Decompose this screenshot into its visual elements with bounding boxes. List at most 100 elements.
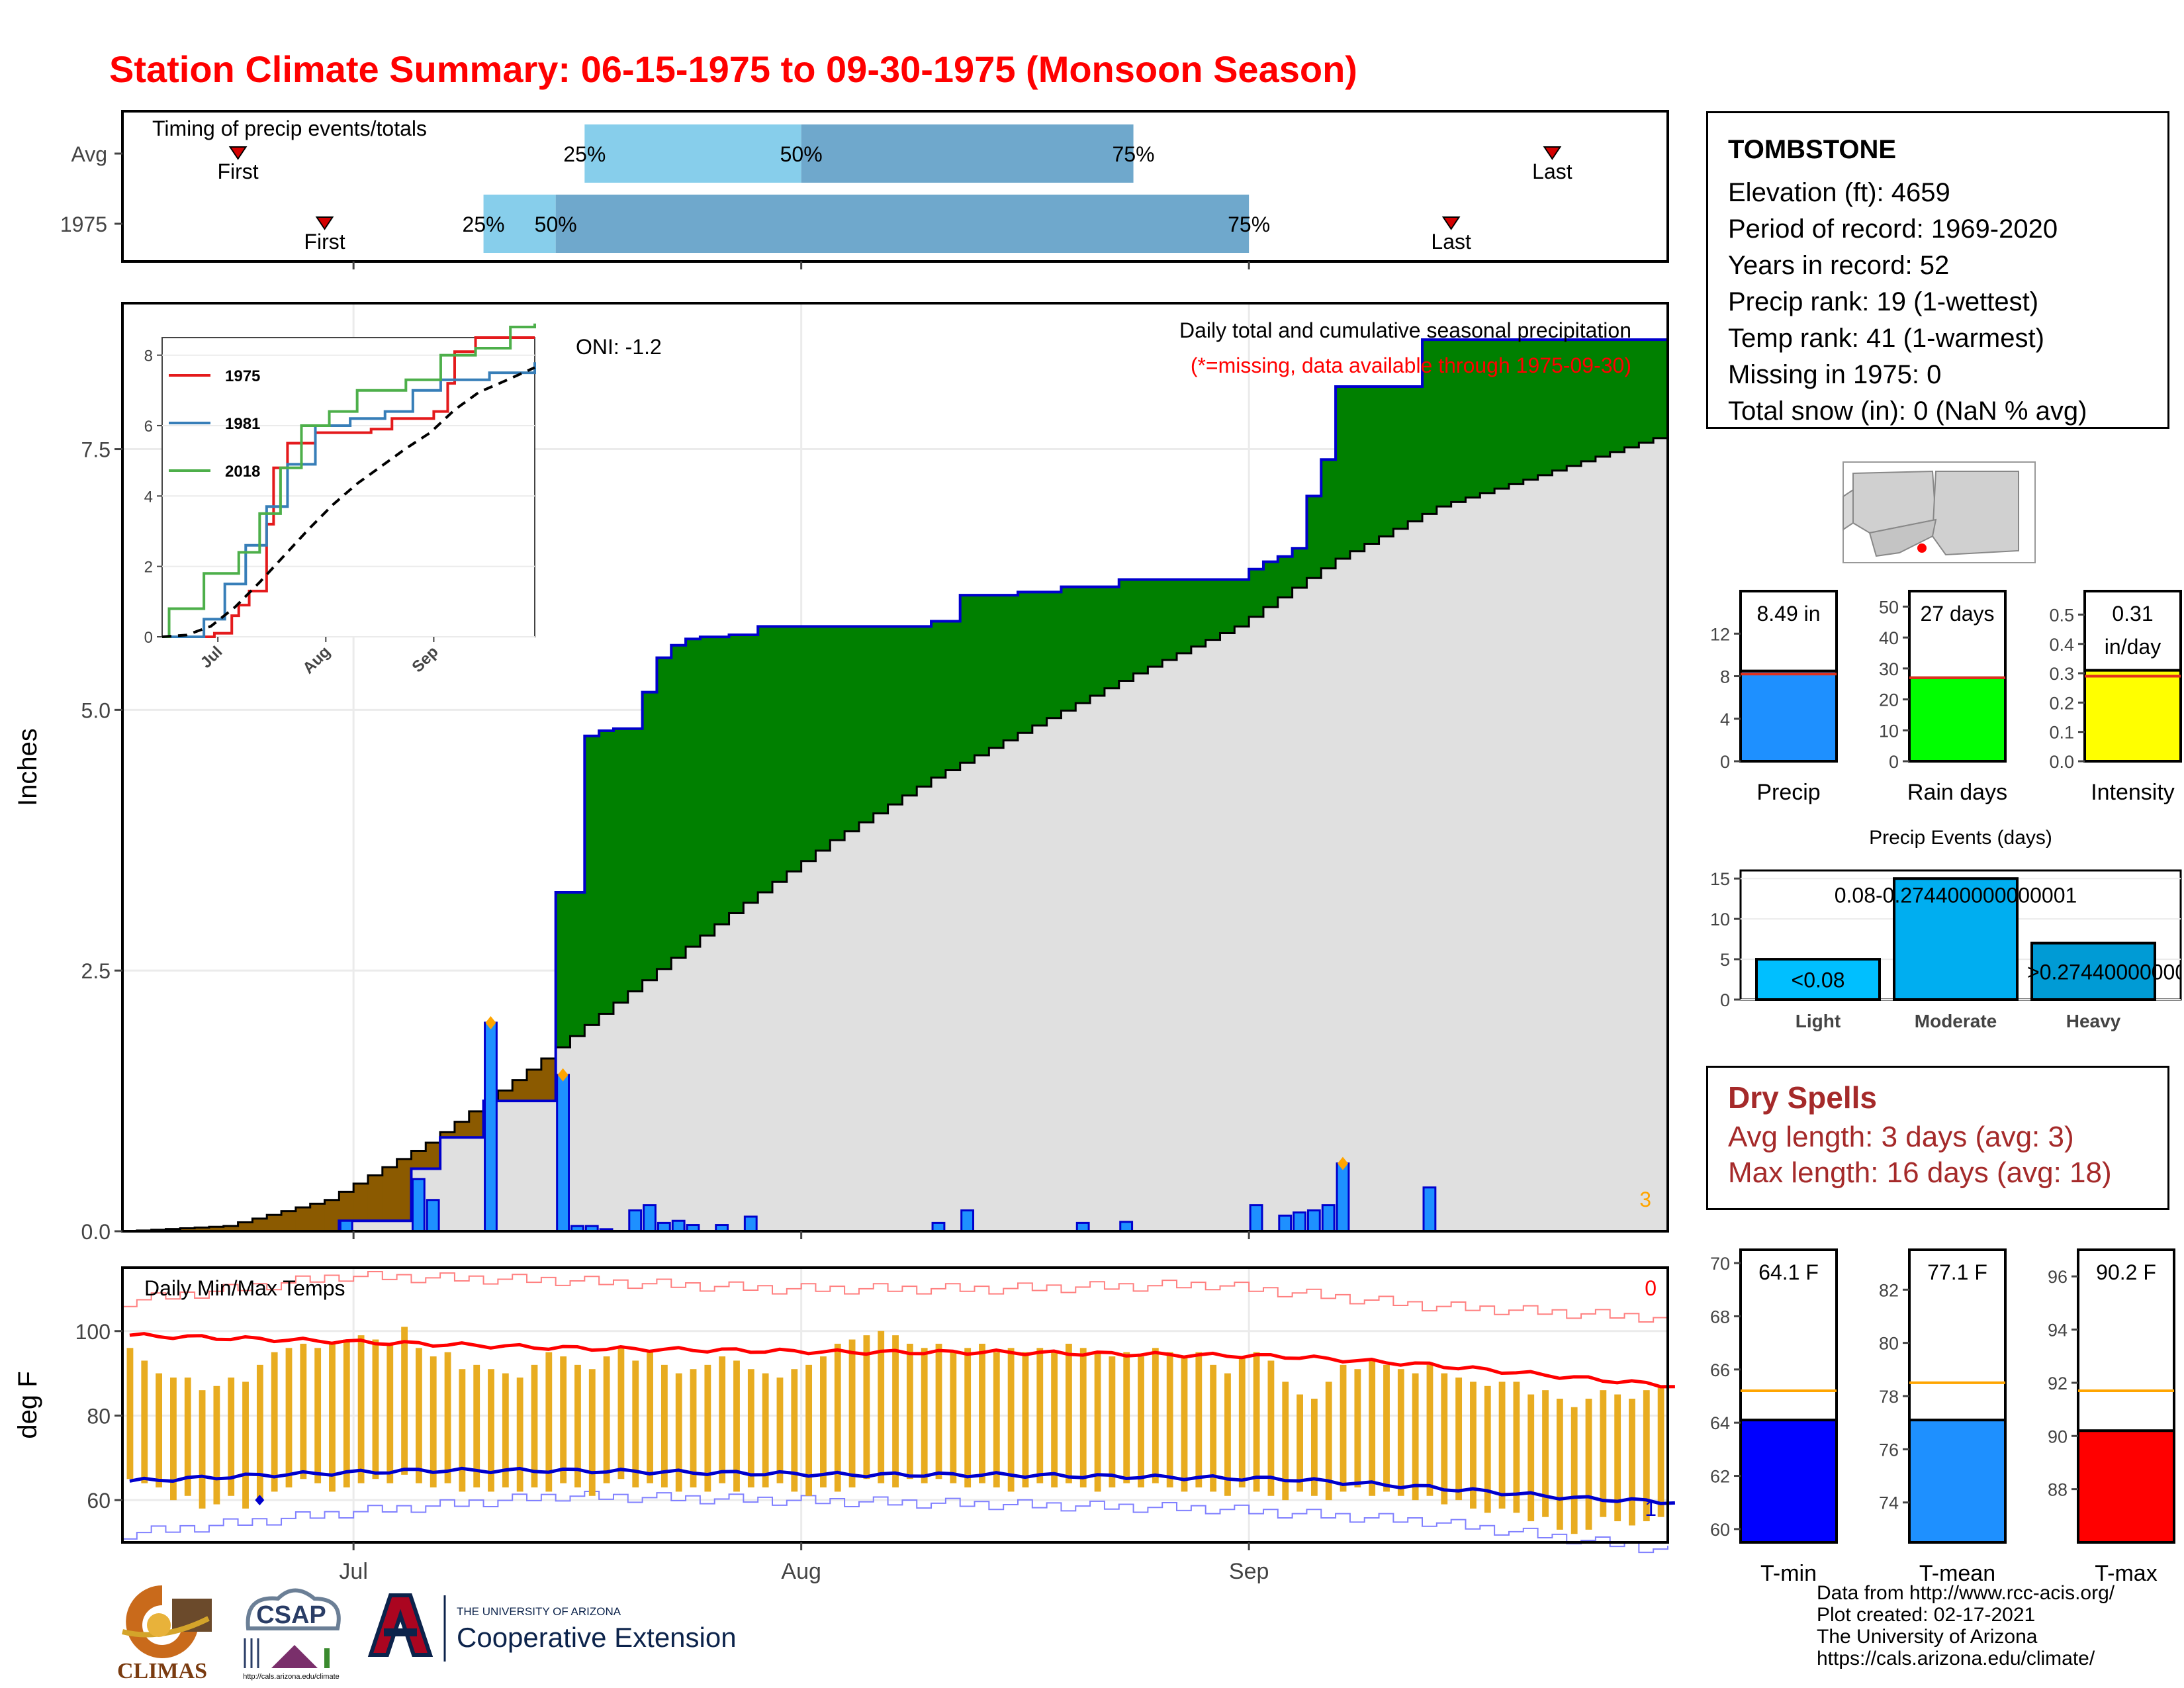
- above-normal-area: [1032, 592, 1048, 726]
- above-normal-area: [801, 626, 816, 861]
- summary-y-tick-label: 0.4: [2049, 635, 2074, 655]
- daily-temp-bar: [950, 1352, 957, 1483]
- summary-y-tick-label: 76: [1879, 1440, 1899, 1460]
- daily-temp-bar: [906, 1343, 913, 1479]
- daily-temp-bar: [848, 1339, 856, 1487]
- precip-totals-panel: 8.49 in 0 4 8 12 Precip 27 days 0 10 20 30 40 50 Rain…: [1710, 590, 2182, 805]
- daily-temp-bar: [892, 1335, 899, 1487]
- timing-first-label: First: [304, 230, 345, 254]
- above-normal-area: [743, 634, 758, 903]
- summary-y-tick-label: 0.3: [2049, 664, 2074, 684]
- precip-title: Daily total and cumulative seasonal prec…: [1179, 318, 1631, 342]
- oni-annotation: ONI: -1.2: [576, 335, 662, 359]
- below-normal-area: [396, 1158, 412, 1221]
- daily-temp-bar: [1397, 1369, 1404, 1496]
- summary-category-label: T-mean: [1919, 1561, 1995, 1586]
- daily-temp-bar: [372, 1339, 379, 1479]
- timing-q25-q50-bar: [584, 124, 801, 183]
- above-normal-area: [1653, 340, 1668, 438]
- daily-temp-bar: [343, 1339, 350, 1487]
- events-category-label: Heavy: [2066, 1011, 2121, 1031]
- above-normal-area: [1104, 586, 1120, 688]
- timing-q50-q75-bar: [555, 195, 1250, 253]
- summary-value-label: 64.1 F: [1758, 1260, 1819, 1284]
- above-normal-area: [700, 637, 715, 936]
- summary-y-tick-label: 4: [1720, 710, 1730, 729]
- precip-y-axis-label: Inches: [13, 728, 42, 806]
- events-bar: [2030, 941, 2156, 1001]
- temps-y-tick-label: 100: [75, 1320, 111, 1344]
- temps-y-tick-label: 80: [87, 1404, 111, 1428]
- above-normal-area: [584, 735, 600, 1025]
- timing-q25-label: 25%: [563, 142, 606, 166]
- summary-value-bar: [1908, 1419, 2007, 1544]
- summary-value-bar: [2083, 669, 2182, 763]
- above-normal-area: [1624, 340, 1639, 447]
- above-normal-area: [1480, 340, 1495, 493]
- below-normal-area: [382, 1167, 398, 1221]
- daily-temp-bar: [314, 1348, 322, 1483]
- daily-temp-bar: [1629, 1398, 1635, 1526]
- above-normal-area: [1336, 387, 1351, 559]
- below-normal-area: [252, 1218, 267, 1231]
- daily-temp-bar: [459, 1369, 466, 1492]
- credit-created: Plot created: 02-17-2021: [1817, 1604, 2036, 1626]
- above-normal-area: [1364, 387, 1380, 544]
- timing-last-marker: [1441, 216, 1461, 230]
- daily-temp-bar: [488, 1369, 494, 1492]
- above-normal-area: [671, 645, 686, 959]
- dry-spells-box: Dry Spells Avg length: 3 days (avg: 3) M…: [1706, 1066, 2169, 1210]
- above-normal-area: [1639, 340, 1654, 443]
- above-normal-area: [1349, 387, 1365, 551]
- daily-temp-bar: [1022, 1352, 1029, 1487]
- daily-temp-bar: [228, 1378, 235, 1496]
- below-normal-area: [281, 1211, 296, 1231]
- daily-temp-bar: [1210, 1364, 1217, 1492]
- events-bar-label: 0.08-0.274400000000001: [1835, 884, 2077, 908]
- daily-temp-bar: [1325, 1382, 1332, 1501]
- daily-temp-bar: [184, 1378, 191, 1496]
- below-normal-area: [310, 1203, 326, 1231]
- summary-y-tick-label: 0.5: [2049, 605, 2074, 625]
- above-normal-area: [1436, 340, 1452, 507]
- summary-y-tick-label: 80: [1879, 1334, 1899, 1354]
- below-normal-area: [498, 1090, 513, 1102]
- daily-temp-bar: [1267, 1360, 1275, 1496]
- climas-logo: CLIMAS: [117, 1585, 212, 1683]
- summary-category-label: T-min: [1760, 1561, 1817, 1586]
- record-precip-marker: [1337, 1156, 1348, 1170]
- above-normal-area: [1263, 561, 1279, 608]
- daily-temp-bar: [1643, 1390, 1650, 1522]
- below-normal-area: [527, 1069, 542, 1102]
- summary-y-tick-label: 10: [1879, 721, 1899, 741]
- above-normal-area: [1581, 340, 1596, 461]
- summary-value-label: 8.49 in: [1756, 602, 1820, 626]
- events-y-tick-label: 0: [1720, 990, 1730, 1010]
- record-precip-marker: [557, 1068, 569, 1082]
- dry-spells-title: Dry Spells: [1728, 1080, 1877, 1115]
- daily-temp-bar: [141, 1360, 148, 1483]
- info-missing: Missing in 1975: 0: [1728, 360, 1942, 389]
- daily-temp-bar: [1340, 1364, 1347, 1492]
- daily-temp-bar: [156, 1373, 163, 1487]
- events-y-tick-label: 10: [1710, 910, 1730, 929]
- daily-precip-bar: [671, 1219, 686, 1233]
- summary-category-label: Rain days: [1907, 780, 2007, 805]
- daily-temp-bar: [747, 1369, 754, 1487]
- below-normal-area: [411, 1150, 426, 1169]
- above-normal-area: [786, 626, 802, 872]
- daily-precip-bar: [1422, 1186, 1437, 1233]
- daily-temp-bar: [603, 1356, 610, 1483]
- daily-temp-bar: [935, 1343, 942, 1479]
- daily-precip-bar: [411, 1178, 426, 1233]
- daily-temp-bar: [791, 1369, 798, 1492]
- summary-value-label: 77.1 F: [1927, 1260, 1987, 1284]
- above-normal-area: [1451, 340, 1466, 502]
- ua-cooperative-extension-logo: THE UNIVERSITY OF ARIZONA Cooperative Ex…: [367, 1593, 735, 1662]
- timing-q75-label: 75%: [1113, 142, 1155, 166]
- station-info-box: TOMBSTONE Elevation (ft): 4659 Period of…: [1706, 111, 2169, 429]
- above-normal-area: [1523, 340, 1539, 480]
- precip-y-tick-label: 7.5: [81, 438, 111, 462]
- daily-temp-bar: [805, 1364, 813, 1496]
- daily-temp-bar: [1585, 1398, 1592, 1530]
